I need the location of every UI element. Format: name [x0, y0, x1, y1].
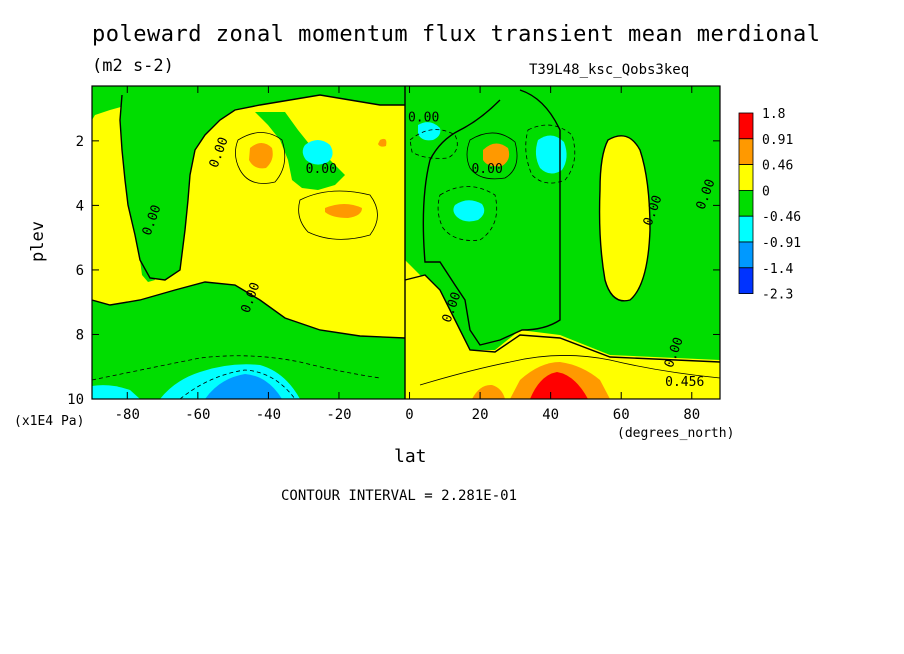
- cyan-region-sh-top: [302, 140, 333, 165]
- colorbar-level-label: -0.46: [762, 210, 801, 225]
- orange-region-sh-1: [249, 143, 273, 169]
- x-axis-units: (degrees_north): [617, 426, 735, 441]
- pos-contour-1: [298, 190, 378, 240]
- colorbar: 1.8 0.91 0.46 0 -0.46 -0.91 -1.4 -2.3: [738, 107, 801, 303]
- neg-contour-2: [525, 124, 576, 184]
- neg-contour-sh-bottom: [92, 355, 381, 381]
- chart-units: (m2 s-2): [92, 56, 174, 76]
- red-region-nh-bottom: [530, 372, 588, 399]
- y-axis: 2 4 6 8 10: [67, 134, 720, 408]
- neg-contour-3: [409, 129, 458, 159]
- zero-contour-nh-low: [404, 274, 720, 363]
- x-tick-label: 40: [542, 407, 559, 423]
- zero-contour-nh: [422, 89, 561, 346]
- zero-contour-sh-low: [92, 281, 406, 339]
- colorbar-swatch: [738, 215, 754, 243]
- contour-label: 0.00: [408, 110, 439, 125]
- x-tick-label: -40: [256, 407, 281, 423]
- x-tick-label: -20: [326, 407, 351, 423]
- cyan-region-eq-top: [418, 122, 441, 141]
- x-tick-label: -80: [115, 407, 140, 423]
- colorbar-swatch: [738, 112, 754, 140]
- colorbar-swatch: [738, 138, 754, 166]
- colorbar-level-label: 0.46: [762, 159, 793, 174]
- colorbar-level-label: 1.8: [762, 107, 785, 122]
- colorbar-level-label: -2.3: [762, 288, 793, 303]
- pos-contour-2: [235, 132, 286, 184]
- chart-title: poleward zonal momentum flux transient m…: [92, 22, 821, 47]
- colorbar-level-label: -1.4: [762, 262, 793, 277]
- x-tick-label: -60: [185, 407, 210, 423]
- y-tick-label: 4: [76, 198, 84, 214]
- pos-contour-bottom: [419, 355, 720, 386]
- neg-contour-sh-bottom-2: [179, 369, 296, 399]
- blue-region-sh-bottom: [205, 374, 282, 399]
- green-region-sh-mid: [92, 86, 130, 120]
- pos-contour-3: [466, 132, 518, 180]
- x-tick-label: 0: [405, 407, 413, 423]
- contour-lines: [92, 86, 720, 399]
- colorbar-swatch: [738, 241, 754, 269]
- contour-label: 0.00: [306, 162, 337, 177]
- y-tick-label: 2: [76, 134, 84, 150]
- x-axis: -80 -60 -40 -20 0 20 40 60 80: [115, 86, 700, 423]
- contour-label: 0.456: [665, 375, 704, 390]
- colorbar-level-label: 0: [762, 184, 770, 199]
- colorbar-swatch: [738, 267, 754, 294]
- x-tick-label: 80: [683, 407, 700, 423]
- zero-contour-nh-east: [598, 135, 651, 302]
- orange-region-nh-mid: [378, 138, 387, 147]
- colorbar-swatch: [738, 189, 754, 217]
- contour-interval: CONTOUR INTERVAL = 2.281E-01: [281, 488, 518, 504]
- colorbar-level-label: 0.91: [762, 133, 793, 148]
- yellow-island-nh-east: [599, 135, 650, 301]
- y-tick-label: 8: [76, 327, 84, 343]
- cyan-region-nh-top: [535, 135, 567, 174]
- green-region-nh-cut: [423, 90, 560, 345]
- orange-region-sh-2: [325, 204, 362, 218]
- zero-contour-sh: [119, 94, 405, 281]
- y-tick-label: 10: [67, 392, 84, 408]
- neg-contour-1: [437, 186, 498, 241]
- colorbar-swatch: [738, 164, 754, 191]
- y-tick-label: 6: [76, 263, 84, 279]
- green-region-sh-neck: [255, 112, 345, 190]
- cyan-region-sh-bottom-l: [92, 385, 140, 399]
- plot-frame: [91, 85, 721, 400]
- green-region-sh-upper: [120, 86, 405, 280]
- experiment-label: T39L48_ksc_Qobs3keq: [529, 62, 690, 78]
- x-tick-label: 60: [613, 407, 630, 423]
- cyan-region-nh-mid: [453, 200, 485, 222]
- contour-label: 0.00: [471, 162, 502, 177]
- green-region-sh-lower: [92, 282, 405, 399]
- orange-region-nh-1: [483, 143, 510, 167]
- contour-fill: [92, 86, 720, 399]
- x-axis-label: lat: [394, 446, 427, 467]
- y-axis-units: (x1E4 Pa): [14, 414, 85, 429]
- colorbar-level-label: -0.91: [762, 236, 801, 251]
- x-tick-label: 20: [472, 407, 489, 423]
